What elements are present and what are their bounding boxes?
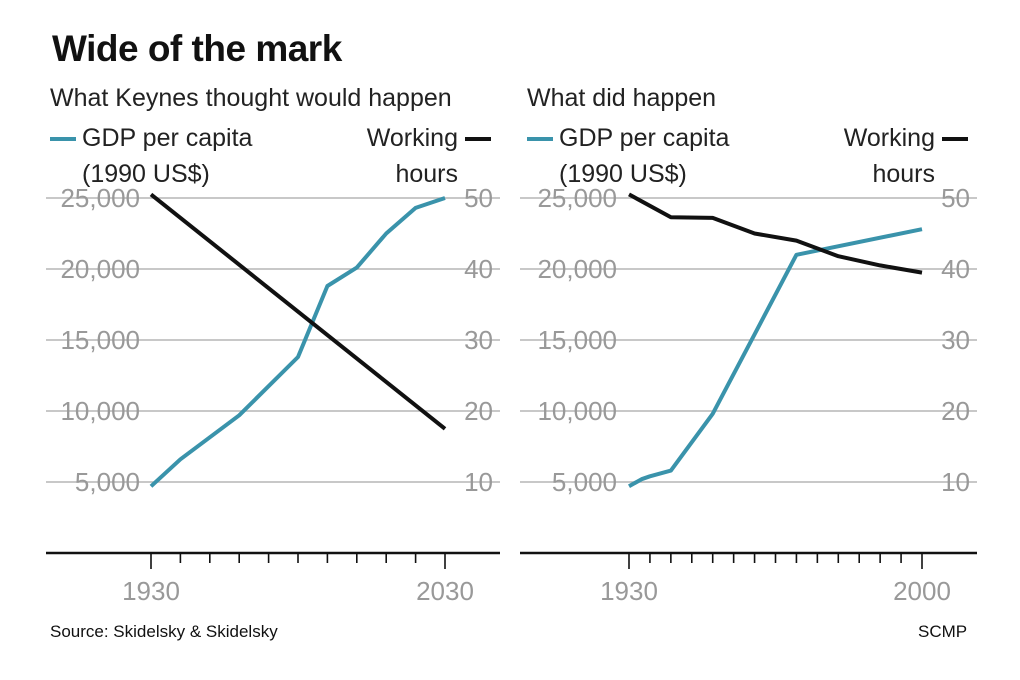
right-gdp-legend-line2: (1990 US$) <box>559 160 687 188</box>
right-panel-subtitle: What did happen <box>527 84 717 112</box>
left-y-left-tick-label-10,000: 10,000 <box>60 396 140 426</box>
left-hours-legend-swatch <box>465 137 491 141</box>
left-y-left-tick-label-25,000: 25,000 <box>60 183 140 213</box>
left-hours-legend-label: Working hours <box>318 120 458 192</box>
left-x-tick-label-1930: 1930 <box>122 576 180 606</box>
left-y-left-tick-label-15,000: 15,000 <box>60 325 140 355</box>
left-gdp-legend-line1: GDP per capita <box>82 124 253 152</box>
right-gdp-legend-label: GDP per capita (1990 US$) <box>559 120 729 192</box>
right-y-left-tick-label-10,000: 10,000 <box>537 396 617 426</box>
left-y-left-tick-label-20,000: 20,000 <box>60 254 140 284</box>
left-y-left-tick-label-5,000: 5,000 <box>75 467 140 497</box>
right-x-tick-label-2000: 2000 <box>893 576 951 606</box>
right-gdp-series-line <box>628 227 923 489</box>
left-gdp-legend-label: GDP per capita (1990 US$) <box>82 120 252 192</box>
right-y-left-tick-label-25,000: 25,000 <box>537 183 617 213</box>
left-y-right-tick-label-30: 30 <box>464 325 493 355</box>
chart-title: Wide of the mark <box>52 28 342 69</box>
right-y-right-tick-label-20: 20 <box>941 396 970 426</box>
source-note: Source: Skidelsky & Skidelsky <box>50 622 278 641</box>
right-y-right-tick-label-50: 50 <box>941 183 970 213</box>
right-y-left-tick-label-20,000: 20,000 <box>537 254 617 284</box>
left-y-right-tick-label-10: 10 <box>464 467 493 497</box>
left-gdp-series-line <box>149 196 446 488</box>
right-y-right-tick-label-30: 30 <box>941 325 970 355</box>
left-y-right-tick-label-20: 20 <box>464 396 493 426</box>
right-y-left-tick-label-5,000: 5,000 <box>552 467 617 497</box>
right-gdp-legend-swatch <box>527 137 553 141</box>
left-panel-subtitle: What Keynes thought would happen <box>50 84 452 112</box>
right-hours-legend-swatch <box>942 137 968 141</box>
right-y-right-tick-label-10: 10 <box>941 467 970 497</box>
left-y-right-tick-label-50: 50 <box>464 183 493 213</box>
credit-note: SCMP <box>918 622 968 641</box>
left-hours-legend-line1: Working <box>366 124 458 152</box>
right-gdp-legend-line1: GDP per capita <box>559 124 730 152</box>
right-hours-legend-line2: hours <box>872 160 935 188</box>
right-x-tick-label-1930: 1930 <box>600 576 658 606</box>
right-hours-legend-label: Working hours <box>795 120 935 192</box>
left-hours-legend-line2: hours <box>395 160 458 188</box>
left-gdp-legend-swatch <box>50 137 76 141</box>
right-hours-legend-line1: Working <box>843 124 935 152</box>
left-gdp-legend-line2: (1990 US$) <box>82 160 210 188</box>
left-hours-series-line <box>149 192 447 431</box>
right-y-left-tick-label-15,000: 15,000 <box>537 325 617 355</box>
right-y-right-tick-label-40: 40 <box>941 254 970 284</box>
left-y-right-tick-label-40: 40 <box>464 254 493 284</box>
left-x-tick-label-2030: 2030 <box>416 576 474 606</box>
right-hours-series-line <box>628 192 923 275</box>
